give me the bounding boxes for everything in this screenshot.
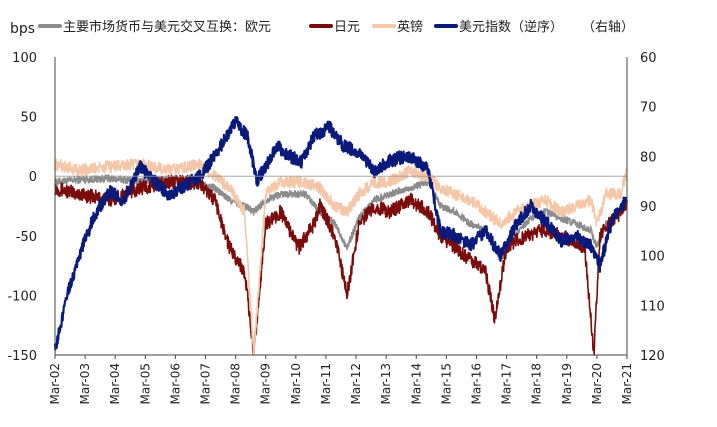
left-tick-label: 100 — [12, 51, 37, 66]
x-tick-label: Mar-10 — [289, 363, 303, 404]
x-tick-label: Mar-21 — [620, 363, 634, 404]
x-tick-label: Mar-20 — [590, 363, 604, 404]
left-tick-label: -50 — [16, 230, 37, 245]
x-tick-label: Mar-14 — [409, 363, 423, 404]
x-tick-label: Mar-06 — [168, 363, 182, 404]
x-tick-label: Mar-08 — [229, 363, 243, 404]
legend: 主要市场货币与美元交叉互换：欧元 日元 英镑 美元指数（逆序） （右轴） — [38, 19, 634, 35]
legend-label: 美元指数（逆序） — [459, 19, 563, 35]
x-tick-label: Mar-18 — [530, 363, 544, 404]
left-tick-label: 50 — [20, 111, 37, 126]
x-tick-label: Mar-02 — [48, 363, 62, 404]
x-tick-label: Mar-19 — [560, 363, 574, 404]
x-tick-label: Mar-13 — [379, 363, 393, 404]
x-tick-label: Mar-07 — [199, 363, 213, 404]
x-axis-ticks: Mar-02 Mar-03 Mar-04 Mar-05 Mar-06 Mar-07 Mar-… — [48, 355, 634, 404]
x-tick-label: Mar-04 — [108, 363, 122, 404]
x-tick-label: Mar-15 — [439, 363, 453, 404]
x-tick-label: Mar-03 — [78, 363, 92, 404]
left-axis-ticks: 100 50 0 -50 -100 -150 — [7, 51, 37, 364]
right-tick-label: 80 — [640, 150, 657, 165]
right-tick-label: 70 — [640, 101, 657, 116]
x-tick-label: Mar-17 — [500, 363, 514, 404]
right-tick-label: 120 — [640, 349, 665, 364]
series-lines — [53, 116, 628, 356]
x-tick-label: Mar-12 — [349, 363, 363, 404]
x-tick-label: Mar-09 — [259, 363, 273, 404]
series-line-4 — [53, 116, 628, 351]
right-tick-label: 110 — [640, 299, 665, 314]
right-axis-ticks: 60 70 80 90 100 110 120 — [640, 51, 665, 364]
legend-label: 英镑 — [397, 19, 423, 35]
x-tick-label: Mar-05 — [138, 363, 152, 404]
left-tick-label: -150 — [7, 349, 37, 364]
left-tick-label: -100 — [7, 289, 37, 304]
legend-label: 主要市场货币与美元交叉互换：欧元 — [63, 19, 271, 35]
right-tick-label: 90 — [640, 200, 657, 215]
right-tick-label: 60 — [640, 51, 657, 66]
series-line-2 — [54, 174, 628, 356]
right-tick-label: 100 — [640, 250, 665, 265]
left-axis-unit: bps — [10, 21, 35, 37]
axes — [54, 57, 628, 356]
left-tick-label: 0 — [29, 170, 37, 185]
legend-label: 日元 — [334, 20, 360, 35]
right-axis-note: （右轴） — [582, 20, 634, 35]
x-tick-label: Mar-16 — [469, 363, 483, 404]
x-tick-label: Mar-11 — [319, 363, 333, 404]
